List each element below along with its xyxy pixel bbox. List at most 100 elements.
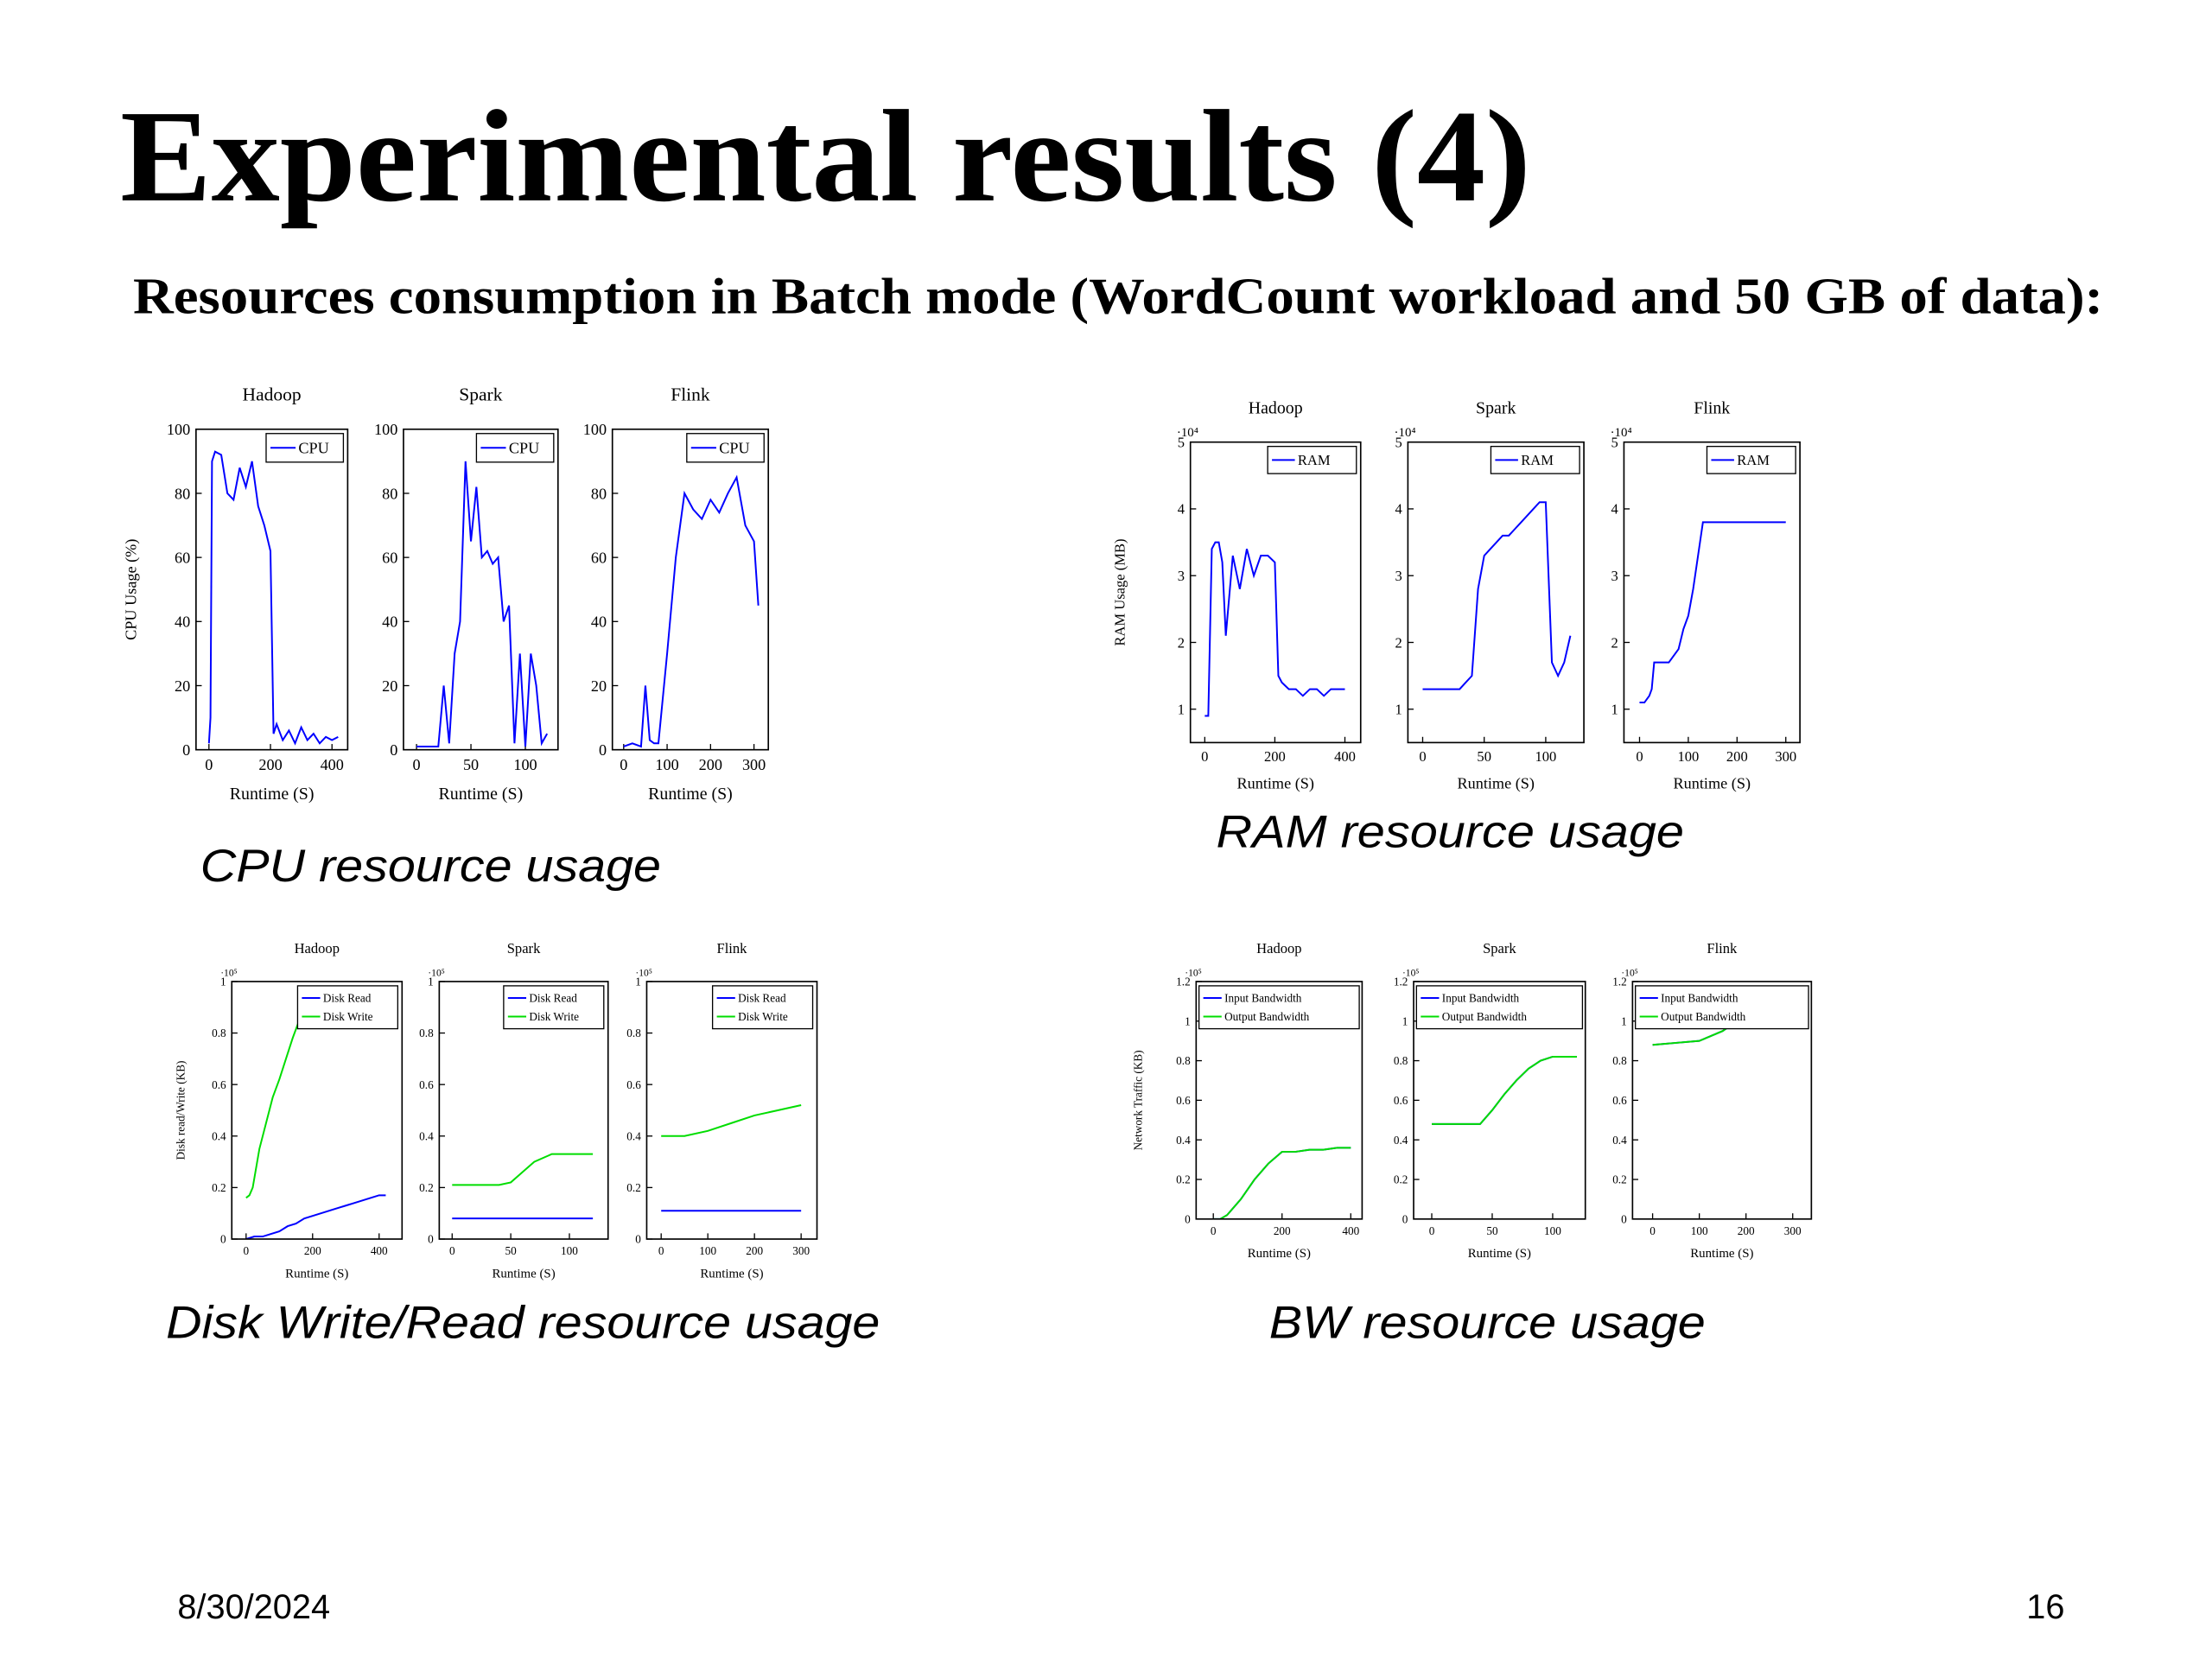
y-tick-label: 60 (382, 550, 397, 567)
y-axis-label: Network Traffic (KB) (1131, 1050, 1144, 1150)
y-multiplier: ·10⁵ (1402, 967, 1419, 978)
y-tick-label: 60 (175, 550, 190, 567)
data-line (1432, 1055, 1577, 1125)
y-axis-label: RAM Usage (MB) (1112, 538, 1128, 645)
chart: Spark Runtime (S) 0 50 100 0 20 40 60 80 100 CPU (374, 385, 559, 804)
y-tick-label: 3 (1178, 568, 1185, 584)
chart: Hadoop Runtime (S) Network Traffic (KB) ·10… (1131, 940, 1363, 1261)
y-multiplier: ·10⁵ (428, 967, 444, 978)
data-line (1205, 541, 1345, 717)
y-tick-label: 80 (591, 485, 607, 502)
legend-label: Disk Write (738, 1010, 788, 1023)
y-tick-label: 0.2 (212, 1181, 226, 1194)
x-tick-label: 400 (1334, 748, 1356, 765)
y-tick-label: 0.6 (626, 1078, 641, 1091)
x-axis-label: Runtime (S) (1674, 774, 1751, 792)
x-tick-label: 200 (746, 1244, 763, 1257)
x-tick-label: 0 (1649, 1224, 1656, 1237)
y-multiplier: ·10⁴ (1395, 426, 1416, 440)
y-tick-label: 0.2 (1612, 1173, 1627, 1186)
x-tick-label: 50 (505, 1244, 518, 1257)
y-tick-label: 0 (182, 741, 190, 759)
y-tick-label: 4 (1178, 501, 1185, 518)
x-tick-label: 200 (1264, 748, 1286, 765)
chart-title: Hadoop (1256, 940, 1301, 957)
y-tick-label: 0.2 (1176, 1173, 1191, 1186)
y-tick-label: 40 (175, 613, 190, 631)
x-axis-label: Runtime (S) (1690, 1247, 1753, 1261)
legend-label: RAM (1737, 452, 1770, 468)
legend-box (1198, 985, 1360, 1030)
data-line (623, 474, 760, 748)
y-tick-label: 0 (428, 1233, 434, 1246)
legend-label: CPU (298, 440, 328, 457)
chart: Spark Runtime (S) ·10⁵ 0 50 100 0 0.2 0.4 0.6 0.8 1… (1394, 940, 1586, 1261)
y-tick-label: 0.8 (1176, 1054, 1191, 1067)
x-tick-label: 100 (655, 756, 678, 773)
chart-title: Flink (1694, 399, 1730, 418)
y-tick-label: 40 (382, 613, 397, 631)
y-tick-label: 2 (1395, 634, 1402, 651)
data-line (245, 1007, 307, 1199)
y-axis-label: CPU Usage (%) (122, 539, 140, 640)
y-tick-label: 0.6 (1176, 1094, 1191, 1107)
x-axis-label: Runtime (S) (1236, 774, 1314, 792)
slide-subtitle: Resources consumption in Batch mode (Wor… (133, 268, 2103, 325)
chart-title: Hadoop (295, 940, 340, 957)
y-tick-label: 60 (591, 550, 607, 567)
y-tick-label: 1 (1621, 1014, 1627, 1027)
plot-area (1213, 1147, 1351, 1219)
legend-label: Output Bandwidth (1224, 1010, 1310, 1023)
y-tick-label: 1 (1185, 1014, 1191, 1027)
legend-label: Disk Write (529, 1010, 579, 1023)
chart: Hadoop Runtime (S) Disk read/Write (KB) ·10… (175, 940, 404, 1281)
chart-title: Hadoop (1249, 399, 1303, 418)
plot-area (1432, 1055, 1577, 1125)
footer-date: 8/30/2024 (177, 1588, 330, 1626)
legend-box (711, 985, 814, 1030)
y-tick-label: 0.6 (212, 1078, 226, 1091)
y-multiplier: ·10⁴ (1177, 426, 1198, 440)
y-tick-label: 0 (220, 1233, 226, 1246)
legend-label: CPU (509, 440, 539, 457)
x-axis-label: Runtime (S) (492, 1267, 555, 1281)
legend-label: Input Bandwidth (1661, 992, 1738, 1005)
x-tick-label: 400 (371, 1244, 388, 1257)
chart-title: Hadoop (243, 385, 302, 405)
y-tick-label: 0 (390, 741, 397, 759)
plot-frame (1631, 981, 1813, 1220)
legend-box (1635, 985, 1809, 1030)
y-tick-label: 0.4 (1394, 1134, 1408, 1147)
x-tick-label: 100 (699, 1244, 716, 1257)
x-tick-label: 300 (742, 756, 766, 773)
y-tick-label: 20 (175, 677, 190, 695)
x-axis-label: Runtime (S) (439, 785, 524, 804)
x-tick-label: 100 (1535, 748, 1556, 765)
x-tick-label: 200 (1738, 1224, 1755, 1237)
plot-frame (611, 428, 770, 751)
chart: Hadoop Runtime (S) CPU Usage (%) 0 200 400 0 20… (122, 385, 349, 804)
x-tick-label: 200 (258, 756, 282, 773)
y-tick-label: 0.8 (419, 1027, 434, 1039)
y-tick-label: 100 (167, 421, 190, 438)
data-line (1422, 501, 1572, 690)
y-tick-label: 2 (1178, 634, 1185, 651)
x-tick-label: 0 (413, 756, 421, 773)
y-tick-label: 1 (1178, 702, 1185, 718)
x-tick-label: 0 (1419, 748, 1426, 765)
plot-frame (195, 428, 349, 751)
x-tick-label: 200 (1726, 748, 1748, 765)
chart-title: Flink (1707, 940, 1738, 957)
x-tick-label: 100 (1544, 1224, 1561, 1237)
x-tick-label: 50 (463, 756, 479, 773)
legend-box (503, 985, 605, 1030)
x-axis-label: Runtime (S) (1457, 774, 1535, 792)
chart-title: Spark (1476, 399, 1516, 418)
plot-area (452, 1153, 594, 1220)
x-tick-label: 50 (1486, 1224, 1498, 1237)
x-tick-label: 200 (1274, 1224, 1291, 1237)
x-tick-label: 0 (449, 1244, 455, 1257)
y-tick-label: 0.8 (212, 1027, 226, 1039)
legend-label: Disk Read (738, 992, 786, 1005)
slide-title: Experimental results (4) (120, 83, 1531, 229)
